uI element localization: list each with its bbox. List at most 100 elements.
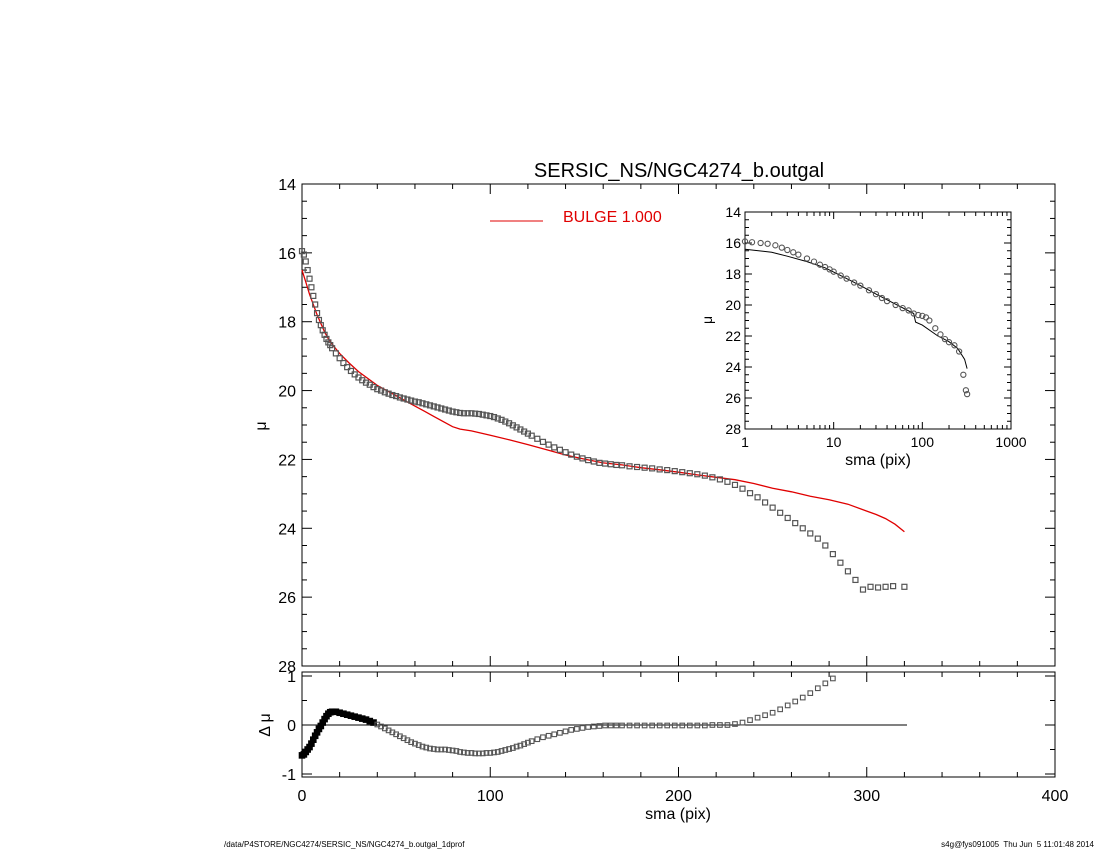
main-y-ticks: 14 16 18 20 22 24 26 28 <box>278 177 1055 676</box>
residual-x-tick-label: 0 <box>298 788 307 805</box>
residual-x-tick-label: 300 <box>853 788 880 805</box>
residual-data-point <box>694 722 701 729</box>
main-y-tick-label: 22 <box>278 452 296 469</box>
residual-data-point <box>502 747 509 753</box>
residual-data-point <box>799 694 806 701</box>
residual-x-tick-label: 400 <box>1042 788 1069 805</box>
inset-data-point <box>830 268 837 275</box>
main-data-point <box>449 408 456 415</box>
main-data-point <box>694 471 701 478</box>
inset-data-point <box>919 312 926 319</box>
residual-data-point <box>602 722 608 729</box>
main-y-tick-label: 16 <box>278 246 296 263</box>
residual-data-point <box>423 744 430 751</box>
residual-y-axis-label: Δ μ <box>257 713 274 736</box>
inset-y-tick-label: 24 <box>725 359 741 375</box>
residual-y-tick-label: -1 <box>282 767 296 784</box>
main-data-point <box>415 399 422 406</box>
inset-y-tick-label: 28 <box>725 421 741 437</box>
main-data-point <box>347 367 355 375</box>
main-data-point <box>298 248 306 255</box>
main-data-point <box>389 391 396 399</box>
inset-data-point <box>784 246 791 254</box>
main-data-point <box>534 435 541 442</box>
residual-data-point <box>702 722 708 729</box>
main-data-point <box>814 535 821 542</box>
main-data-point <box>400 395 407 402</box>
inset-data-point <box>941 335 949 343</box>
main-data-point <box>545 441 552 448</box>
main-data-point <box>754 494 761 501</box>
residual-data-point <box>464 750 471 756</box>
main-data-point <box>306 275 313 282</box>
main-data-point <box>494 415 501 422</box>
inset-data-point <box>905 307 912 314</box>
main-data-point <box>490 413 498 421</box>
inset-data-point <box>892 301 899 309</box>
residual-data-point <box>656 722 663 729</box>
residual-data-point <box>479 750 486 757</box>
inset-data-point <box>963 390 971 398</box>
main-data-point <box>381 389 388 396</box>
residual-data-point <box>521 741 527 747</box>
main-data-point <box>769 504 776 511</box>
main-data-point <box>404 396 411 403</box>
main-data-point <box>556 446 564 453</box>
main-data-point <box>479 411 486 418</box>
residual-data-point <box>438 746 445 753</box>
inset-y-tick-label: 16 <box>725 235 741 251</box>
residual-x-axis-label: sma (pix) <box>645 806 711 823</box>
main-data-point <box>336 355 343 362</box>
main-data-point <box>441 406 449 413</box>
inset-data-points <box>741 238 971 398</box>
residual-data-point <box>607 722 614 729</box>
main-data-point <box>867 583 874 590</box>
residual-data-point <box>649 722 655 729</box>
main-data-point <box>438 405 445 412</box>
main-data-point <box>792 520 799 527</box>
bulge-model-line <box>301 269 905 533</box>
residual-data-point <box>596 723 603 729</box>
residual-data-point <box>453 748 460 754</box>
residual-data-point <box>747 717 753 723</box>
main-data-point <box>807 530 814 537</box>
inset-data-point <box>937 331 944 338</box>
residual-data-point <box>777 706 784 713</box>
residual-data-point <box>483 750 490 756</box>
residual-data-point <box>717 722 723 728</box>
main-data-point <box>656 466 663 473</box>
main-data-point <box>601 460 609 467</box>
inset-data-point <box>857 282 864 289</box>
main-data-point <box>430 403 437 410</box>
main-data-point <box>626 463 633 470</box>
inset-y-tick-label: 26 <box>725 390 741 406</box>
inset-x-tick-label: 1 <box>741 434 749 450</box>
residual-data-point <box>498 748 505 754</box>
inset-data-point <box>915 311 922 319</box>
main-data-point <box>502 418 509 425</box>
main-y-tick-label: 18 <box>278 315 296 332</box>
main-y-tick-label: 26 <box>278 590 296 607</box>
main-data-point <box>393 392 400 400</box>
inset-data-point <box>837 272 844 279</box>
main-data-point <box>434 404 441 411</box>
main-data-point <box>633 463 641 471</box>
residual-data-point <box>709 722 716 728</box>
main-data-point <box>701 472 708 479</box>
main-data-point <box>731 481 739 489</box>
inset-data-point <box>945 339 953 346</box>
main-data-point <box>799 525 806 532</box>
residual-y-tick-label: 1 <box>287 669 296 686</box>
main-data-point <box>374 386 381 393</box>
main-data-point <box>671 468 678 475</box>
main-data-point <box>686 470 693 477</box>
inset-data-point <box>922 314 930 321</box>
residual-data-point <box>461 749 467 756</box>
residual-data-point <box>830 675 836 682</box>
main-data-point <box>590 458 597 465</box>
inset-data-point <box>951 342 958 349</box>
main-data-point <box>408 397 415 404</box>
inset-y-tick-label: 20 <box>725 297 741 313</box>
residual-data-point <box>568 727 575 733</box>
residual-x-ticks: 0 100 200 300 400 <box>298 672 1069 805</box>
